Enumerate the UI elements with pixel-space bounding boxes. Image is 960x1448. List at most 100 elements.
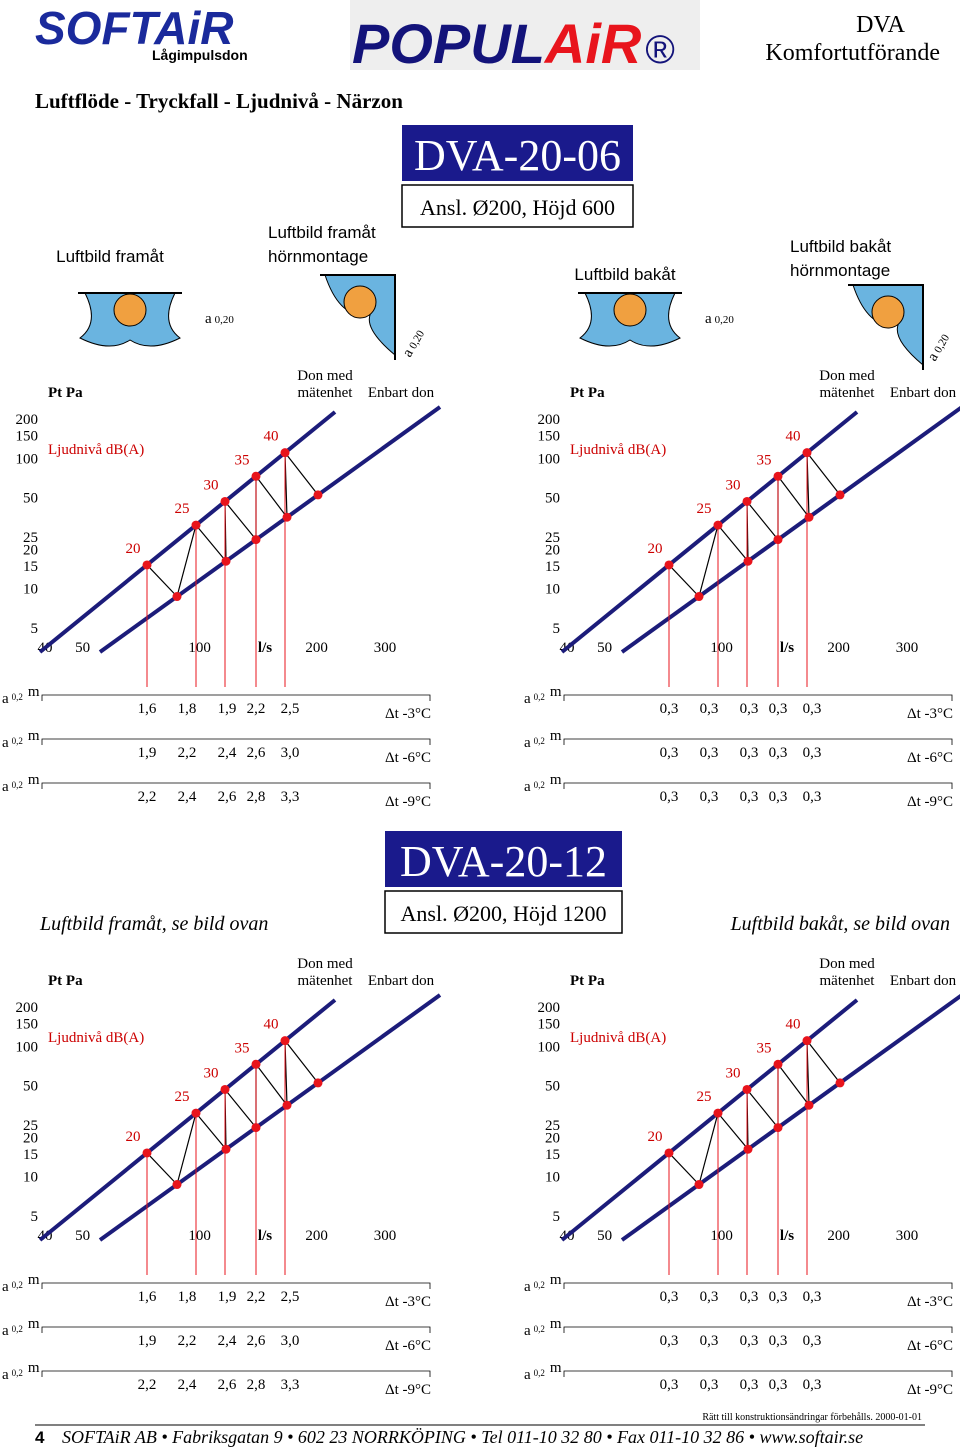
image-caption: Luftbild bakåt [574,265,675,284]
y-tick-label: 25 [23,530,38,546]
point [191,520,201,530]
point [804,512,814,522]
point [804,1100,814,1110]
row-unit: m [550,772,562,788]
row-unit: m [550,1272,562,1288]
connector [195,1112,227,1150]
delta-t: Δt -3°C [907,1294,953,1310]
distance-sub: 0,20 [407,328,427,351]
title-box [385,831,622,887]
noise-level: 25 [175,501,190,517]
legend-line: mätenhet [820,973,876,989]
row-a: a [524,735,531,751]
cell: 0,3 [740,1377,759,1393]
cell: 2,5 [281,701,300,717]
cell: 0,3 [803,1333,822,1349]
distance-sub: 0,20 [715,314,735,326]
cell: 3,0 [281,1333,300,1349]
row-unit: m [28,684,40,700]
x-tick-label: 300 [374,640,397,656]
connector [284,1040,319,1084]
connector [806,1040,841,1084]
point [172,1180,182,1190]
row-bracket [563,1370,953,1377]
cell: 2,2 [138,1377,157,1393]
row-a: a [524,691,531,707]
noise-level: 25 [697,1089,712,1105]
row-label: a 0,2 m [2,1272,40,1295]
row-label: a 0,2 m [2,1360,40,1383]
noise-label: Ljudnivå dB(A) [570,1030,666,1046]
delta-t: Δt -6°C [907,750,953,766]
row-unit: m [550,1316,562,1332]
page-number: 4 [35,1428,45,1447]
delta-t: Δt -3°C [385,1294,431,1310]
row-a: a [524,1279,531,1295]
connector [146,564,178,597]
row-bracket [41,782,431,789]
caption: Luftbild bakåt, se bild ovan [730,913,950,935]
point [835,1078,845,1088]
y-tick-label: 200 [16,412,39,428]
y-tick-label: 20 [23,542,38,558]
connector [717,1112,749,1150]
connector [698,1112,719,1185]
registered: ® [645,28,674,72]
point [802,1036,812,1046]
y-tick-label: 10 [23,582,38,598]
y-tick-label: 15 [545,1147,560,1163]
noise-level: 25 [175,1089,190,1105]
cell: 2,6 [247,1333,266,1349]
y-tick-label: 200 [538,1000,561,1016]
cell: 2,6 [247,745,266,761]
cell: 0,3 [700,1333,719,1349]
noise-level: 20 [648,541,663,557]
cell: 2,4 [178,1377,197,1393]
cell: 2,2 [247,1289,266,1305]
row-a: a [2,735,9,751]
delta-t: Δt -6°C [907,1338,953,1354]
cell: 0,3 [660,745,679,761]
row-unit: m [550,684,562,700]
y-tick-label: 20 [545,542,560,558]
product-b: AiR [543,12,642,75]
distance-sub: 0,20 [215,314,235,326]
noise-level: 35 [757,452,772,468]
image-caption: Luftbild framåt [268,223,376,242]
cell: 1,8 [178,701,197,717]
row-unit: m [550,728,562,744]
y-tick-label: 15 [23,1147,38,1163]
row-sub: 0,2 [12,780,23,790]
row-sub: 0,2 [534,780,545,790]
connector [224,1089,257,1128]
x-tick-label: 200 [827,1228,850,1244]
noise-level: 20 [126,1129,141,1145]
cell: 1,6 [138,1289,157,1305]
row-bracket [563,694,953,701]
variant: Komfortutförande [765,40,940,66]
image-caption: Luftbild bakåt [790,237,891,256]
row-unit: m [28,1360,40,1376]
cell: 0,3 [803,1289,822,1305]
cell: 3,3 [281,789,300,805]
connector [255,1063,288,1106]
curve-diffuser-only [98,405,442,654]
row-unit: m [28,728,40,744]
delta-t: Δt -9°C [385,794,431,810]
legend-line: mätenhet [298,973,354,989]
point [142,560,152,570]
cell: 0,3 [700,1289,719,1305]
cell: 0,3 [740,1289,759,1305]
cell: 0,3 [769,1289,788,1305]
cell: 2,2 [178,745,197,761]
caption: Luftbild framåt, se bild ovan [39,913,268,935]
noise-label: Ljudnivå dB(A) [570,442,666,458]
x-tick-label: 200 [305,640,328,656]
y-tick-label: 10 [545,582,560,598]
noise-label: Ljudnivå dB(A) [48,442,144,458]
duct [871,295,905,329]
cell: 0,3 [769,745,788,761]
point [742,496,752,506]
